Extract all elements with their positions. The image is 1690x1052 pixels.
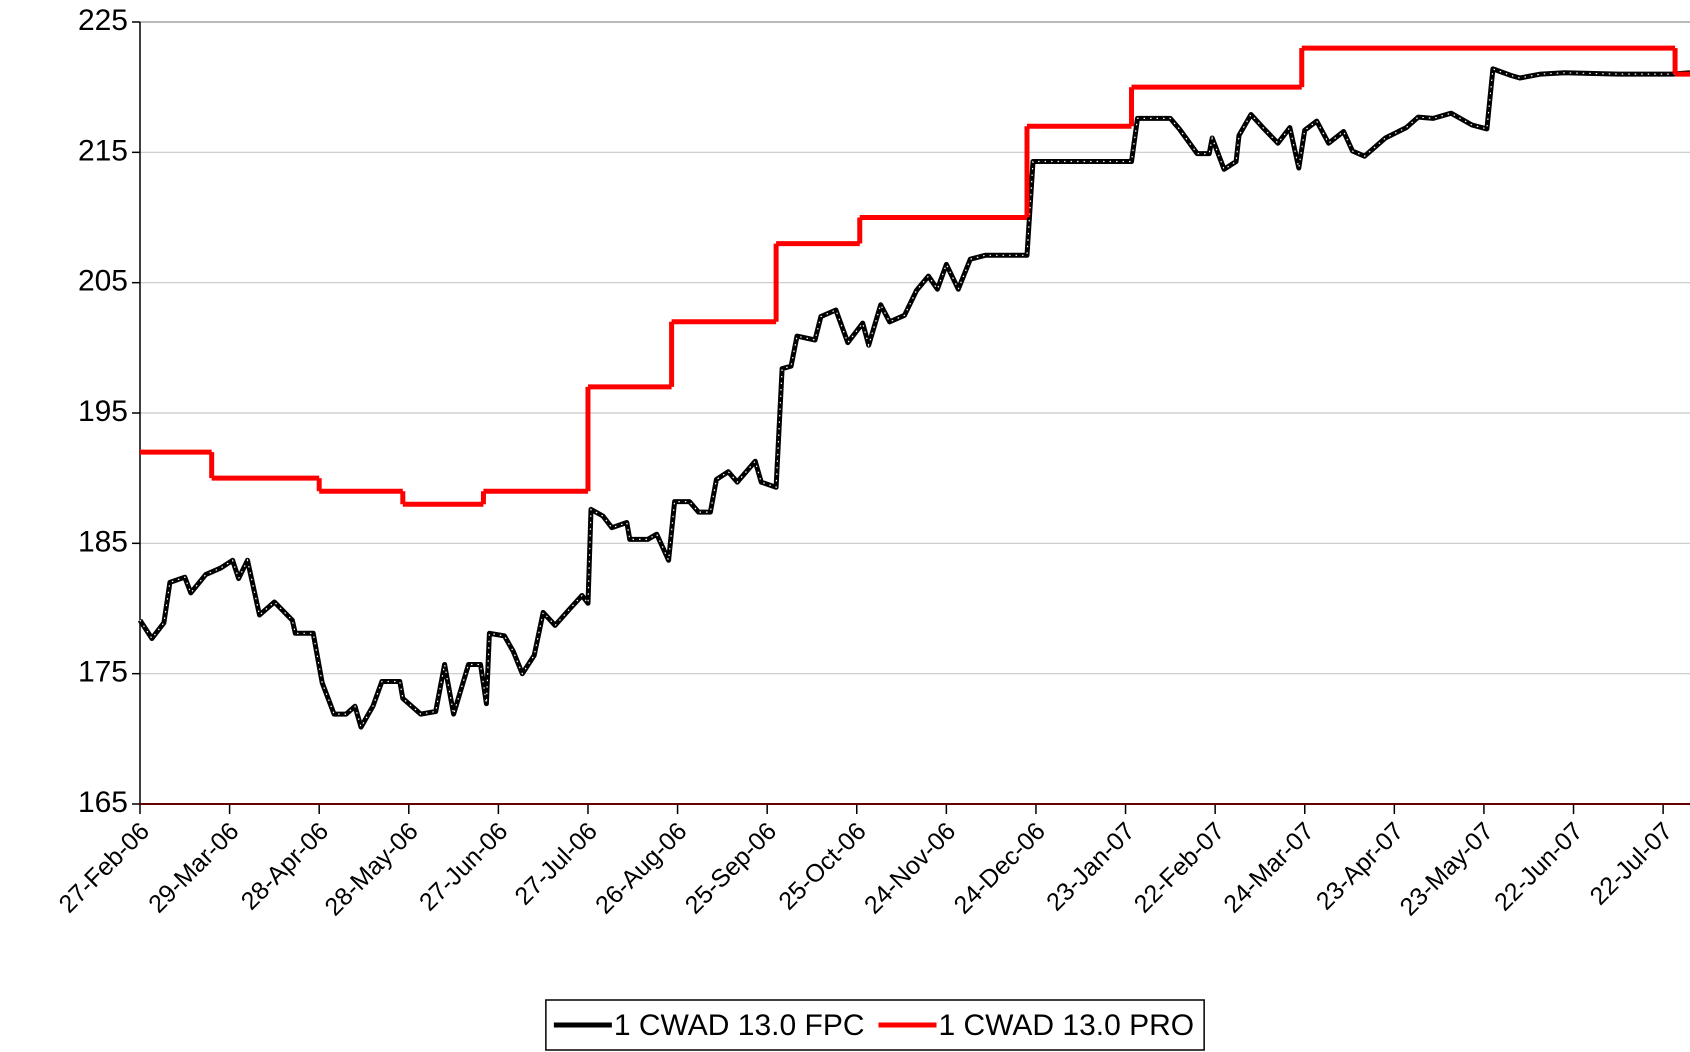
x-tick-label: 22-Jul-07 — [1585, 817, 1679, 911]
y-tick-label: 195 — [78, 395, 128, 428]
x-tick-label: 25-Sep-06 — [680, 817, 782, 919]
legend: 1 CWAD 13.0 FPC 1 CWAD 13.0 PRO — [545, 999, 1205, 1051]
x-tick-label: 22-Jun-07 — [1489, 817, 1588, 916]
x-tick-label: 24-Dec-06 — [949, 817, 1051, 919]
y-tick-label: 185 — [78, 525, 128, 558]
x-tick-label: 24-Nov-06 — [859, 817, 961, 919]
x-tick-label: 22-Feb-07 — [1129, 817, 1230, 918]
legend-box — [545, 999, 1205, 1051]
x-tick-label: 26-Aug-06 — [590, 817, 692, 919]
x-tick-label: 27-Feb-06 — [54, 817, 155, 918]
legend-label: 1 CWAD 13.0 FPC — [614, 1009, 865, 1042]
x-tick-label: 23-May-07 — [1395, 817, 1499, 921]
y-tick-label: 225 — [78, 4, 128, 37]
y-tick-label: 175 — [78, 656, 128, 689]
x-tick-label: 24-Mar-07 — [1218, 817, 1319, 918]
x-tick-label: 23-Jan-07 — [1041, 817, 1140, 916]
series-marker-dots — [139, 68, 1690, 729]
y-tick-label: 215 — [78, 134, 128, 167]
series-line — [137, 66, 1690, 730]
x-tick-label: 27-Jun-06 — [414, 817, 513, 916]
x-tick-label: 29-Mar-06 — [143, 817, 244, 918]
y-tick-label: 205 — [78, 265, 128, 298]
x-tick-label: 25-Oct-06 — [773, 817, 871, 915]
x-tick-label: 27-Jul-06 — [509, 817, 603, 911]
x-tick-label: 28-May-06 — [319, 817, 423, 921]
y-tick-label: 165 — [78, 786, 128, 819]
legend-label: 1 CWAD 13.0 PRO — [938, 1009, 1194, 1042]
